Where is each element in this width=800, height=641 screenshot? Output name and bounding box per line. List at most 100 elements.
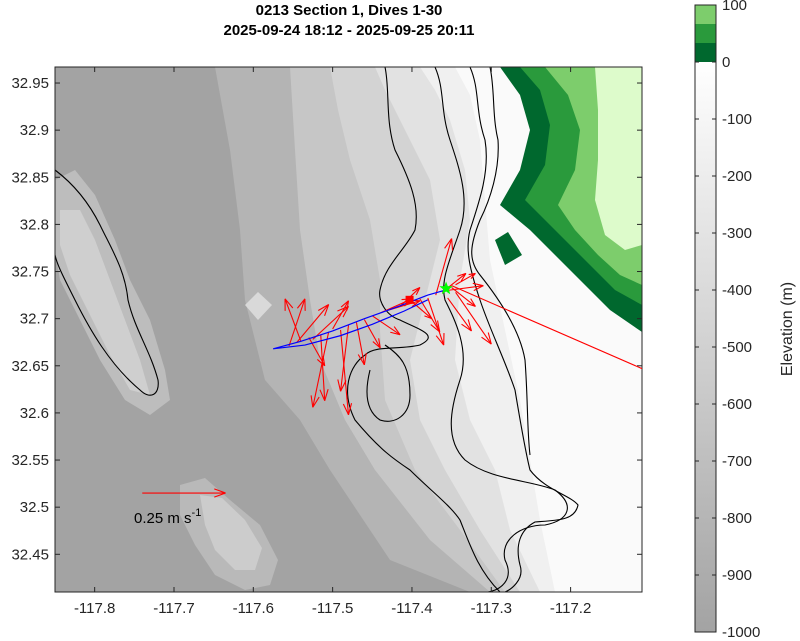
current-vector-head-a xyxy=(430,324,441,333)
current-vector-head-a xyxy=(481,336,492,345)
colorbar: 100 0 -100 -200 -300 -400 -500 -600 -700 -800 -900… xyxy=(694,0,796,641)
reference-vector-label-main: 0.25 m s xyxy=(134,510,192,527)
colorbar-label: Elevation (m) xyxy=(779,282,796,376)
colorbar-ticks: 100 0 -100 -200 -300 -400 -500 -600 -700 -800 -900… xyxy=(695,0,760,641)
contour-bay xyxy=(366,344,411,422)
land-elevation-peak xyxy=(595,67,642,250)
map-panel xyxy=(55,67,642,592)
current-vector-head-a xyxy=(411,300,421,308)
current-vector-head-b xyxy=(312,396,320,408)
current-vector-head-a xyxy=(342,403,349,416)
current-vector-shaft xyxy=(419,298,441,333)
current-vector-shaft xyxy=(371,315,401,336)
current-vector-head-a xyxy=(284,298,294,309)
current-vector xyxy=(288,298,306,347)
y-tick-label: 32.5 xyxy=(20,499,49,516)
colorbar-tick-label: 0 xyxy=(722,54,730,71)
x-tick-label: -117.5 xyxy=(312,600,353,617)
current-vector xyxy=(427,297,445,346)
current-vector-shaft xyxy=(320,334,326,401)
current-vector-shaft xyxy=(312,331,330,408)
colorbar-frame xyxy=(694,4,717,633)
sea-knoll-south-inner xyxy=(200,495,262,570)
current-vector-shaft xyxy=(455,291,492,345)
colorbar-tick-label: -200 xyxy=(722,168,752,185)
current-vector xyxy=(296,304,330,343)
current-vector-shaft xyxy=(411,301,433,320)
contour-lines xyxy=(55,67,579,592)
colorbar-tick-label: -1000 xyxy=(722,624,760,641)
y-axis: 32.45 32.5 32.55 32.6 32.65 32.7 32.75 32.8 32.8… xyxy=(11,75,642,563)
current-vector-head-a xyxy=(319,389,326,401)
current-vector-head-a xyxy=(415,287,421,296)
current-vector-shaft xyxy=(332,300,349,330)
colorbar-tick-label: -500 xyxy=(722,339,752,356)
current-vector xyxy=(319,334,329,401)
y-tick-label: 32.6 xyxy=(20,405,49,422)
x-axis: -117.8 -117.7 -117.6 -117.5 -117.4 -117.3 -117… xyxy=(74,67,591,617)
current-vector-shaft xyxy=(296,304,330,343)
reference-vector-label: 0.25 m s-1 xyxy=(134,507,201,527)
contour-shelf-4 xyxy=(471,67,531,456)
end-marker xyxy=(439,281,453,295)
y-tick-label: 32.9 xyxy=(20,122,49,139)
current-vector-head-a xyxy=(435,335,445,346)
current-vector xyxy=(435,238,454,296)
current-vector-head-a xyxy=(372,341,381,349)
current-vector xyxy=(284,298,302,342)
current-vector-head-a xyxy=(357,354,365,366)
colorbar-tick-label: -400 xyxy=(722,282,752,299)
current-vector-head-a xyxy=(316,359,326,367)
y-tick-label: 32.45 xyxy=(11,546,49,563)
current-vector xyxy=(340,329,353,416)
current-vector-head-a xyxy=(324,304,330,316)
current-vector xyxy=(447,297,472,332)
current-vector-shaft xyxy=(340,325,350,392)
colorbar-land-band-3 xyxy=(695,5,716,24)
current-vector-head-b xyxy=(337,305,349,312)
current-vector-head-a xyxy=(424,315,432,320)
current-vector-shaft xyxy=(363,319,381,349)
contour-shelf-3 xyxy=(467,67,579,592)
y-tick-label: 32.95 xyxy=(11,75,49,92)
current-vector-head-b xyxy=(470,298,476,307)
current-vector-shaft xyxy=(435,238,453,296)
current-vector-shaft xyxy=(284,298,302,342)
current-vector xyxy=(451,287,476,307)
current-vector-head-b xyxy=(436,320,441,332)
current-vector-head-b xyxy=(324,389,329,401)
colorbar-land-band-1 xyxy=(695,43,716,62)
sea-knoll-west-inner xyxy=(60,210,150,395)
current-vector-head-a xyxy=(461,323,472,332)
y-tick-label: 32.75 xyxy=(11,264,49,281)
colorbar-tick-label: -800 xyxy=(722,510,752,527)
current-vector-head-a xyxy=(310,395,314,408)
chart-title-line2: 2025-09-24 18:12 - 2025-09-25 20:11 xyxy=(223,22,474,39)
contour-west-knoll xyxy=(55,169,159,396)
x-tick-label: -117.8 xyxy=(74,600,115,617)
glider-track xyxy=(272,288,448,350)
x-tick-label: -117.3 xyxy=(471,600,512,617)
current-vector-head-b xyxy=(468,272,476,276)
current-vector-head-a xyxy=(460,273,467,282)
colorbar-tick-label: -600 xyxy=(722,396,752,413)
current-vector xyxy=(371,315,401,336)
contour-shelf-2 xyxy=(434,67,568,592)
current-vector-head-b xyxy=(467,319,472,332)
current-vector xyxy=(455,291,492,345)
reference-vector xyxy=(142,488,226,498)
current-vector-head-a xyxy=(470,273,476,280)
land-island xyxy=(495,232,522,265)
sea-knoll-small xyxy=(245,292,272,320)
current-vector-shaft xyxy=(288,298,306,347)
y-tick-label: 32.65 xyxy=(11,358,49,375)
reference-arrow-head-b xyxy=(214,488,226,494)
current-vector-head-b xyxy=(378,338,381,348)
start-marker xyxy=(405,295,414,304)
y-tick-label: 32.8 xyxy=(20,216,49,233)
current-vector xyxy=(455,272,476,286)
colorbar-land-band-2 xyxy=(695,24,716,43)
reference-arrow-head-a xyxy=(214,492,226,498)
colorbar-tick-label: -700 xyxy=(722,453,752,470)
colorbar-tick-label: -900 xyxy=(722,567,752,584)
